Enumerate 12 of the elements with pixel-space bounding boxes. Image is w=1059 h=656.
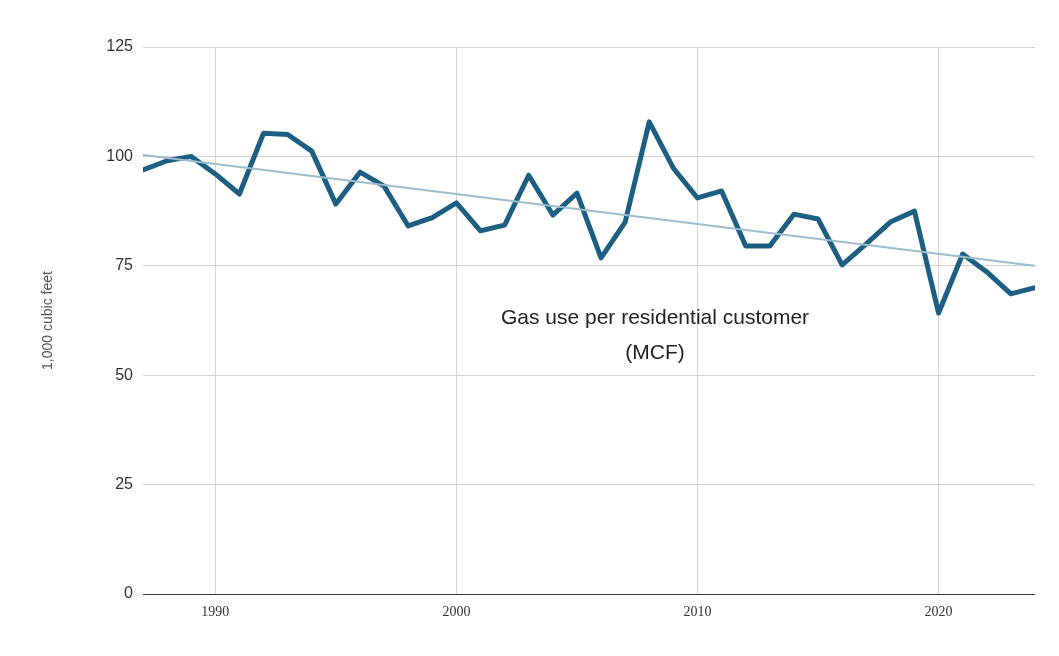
x-tick-label: 2020 [924, 604, 953, 620]
y-tick-label: 25 [115, 475, 134, 493]
text: Gas use per residential customer (MCF) [500, 304, 810, 363]
y-tick-label: 50 [115, 365, 134, 383]
y-tick-label: 125 [106, 37, 134, 55]
y-axis-title: 1,000 cubic feet [39, 270, 56, 370]
y-tick-label: 100 [106, 146, 134, 164]
y-tick-label: 0 [124, 584, 134, 602]
x-tick-label: 2000 [442, 604, 471, 620]
y-tick-label: 75 [115, 256, 134, 274]
x-tick-label: 2010 [683, 604, 712, 620]
x-tick-label: 1990 [201, 604, 230, 620]
